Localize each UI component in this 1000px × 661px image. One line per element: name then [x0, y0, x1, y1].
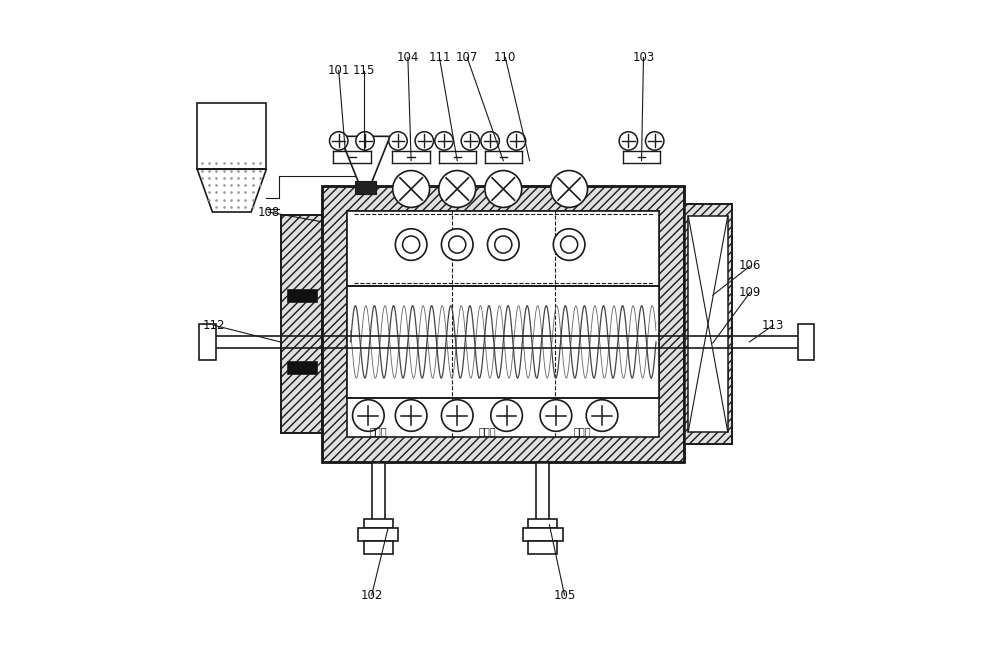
Circle shape	[495, 236, 512, 253]
Circle shape	[553, 229, 585, 260]
Bar	[684, 204, 732, 444]
Text: 115: 115	[353, 64, 375, 77]
Text: 区间一: 区间一	[369, 426, 387, 436]
Circle shape	[393, 171, 430, 208]
Polygon shape	[197, 169, 266, 212]
Bar	[347, 211, 659, 437]
Circle shape	[415, 132, 434, 150]
Text: 108: 108	[257, 206, 279, 219]
Circle shape	[441, 400, 473, 432]
Circle shape	[507, 132, 526, 150]
Bar	[372, 462, 385, 525]
Bar	[798, 324, 814, 360]
Text: 113: 113	[762, 319, 784, 332]
Bar	[197, 103, 266, 169]
Circle shape	[619, 132, 638, 150]
Text: 110: 110	[494, 51, 516, 64]
Circle shape	[435, 132, 453, 150]
Text: 区间二: 区间二	[478, 426, 496, 436]
Circle shape	[389, 132, 407, 150]
Text: 111: 111	[428, 51, 451, 64]
Circle shape	[485, 171, 522, 208]
Circle shape	[356, 132, 374, 150]
Bar	[364, 541, 393, 555]
Circle shape	[441, 229, 473, 260]
Text: 101: 101	[328, 64, 350, 77]
Circle shape	[403, 236, 420, 253]
Bar	[536, 462, 549, 525]
Polygon shape	[340, 136, 390, 182]
Bar	[688, 366, 728, 379]
Circle shape	[540, 400, 572, 432]
Bar	[287, 361, 317, 374]
Bar	[322, 186, 684, 462]
Circle shape	[461, 132, 480, 150]
Text: 107: 107	[456, 51, 478, 64]
Bar	[358, 528, 398, 541]
Bar	[355, 181, 376, 194]
Bar	[523, 528, 563, 541]
Text: 104: 104	[397, 51, 419, 64]
Text: 109: 109	[739, 286, 761, 299]
Bar	[528, 541, 557, 555]
Text: 区间三: 区间三	[573, 426, 591, 436]
Text: 106: 106	[739, 260, 761, 272]
Circle shape	[491, 400, 522, 432]
Circle shape	[353, 400, 384, 432]
Circle shape	[439, 171, 476, 208]
Bar	[281, 215, 322, 432]
Text: 102: 102	[360, 588, 383, 602]
Bar	[688, 287, 728, 300]
Bar	[684, 204, 732, 444]
Bar	[528, 519, 557, 528]
Bar	[322, 186, 684, 462]
Bar	[199, 324, 216, 360]
Text: 105: 105	[553, 588, 576, 602]
Circle shape	[487, 229, 519, 260]
Circle shape	[586, 400, 618, 432]
Bar	[281, 215, 322, 432]
Text: 103: 103	[632, 51, 655, 64]
Circle shape	[561, 236, 578, 253]
Text: 112: 112	[202, 319, 225, 332]
Circle shape	[551, 171, 588, 208]
Bar	[364, 519, 393, 528]
Circle shape	[645, 132, 664, 150]
Bar	[287, 289, 317, 302]
Circle shape	[449, 236, 466, 253]
Circle shape	[395, 400, 427, 432]
Circle shape	[395, 229, 427, 260]
Bar	[688, 216, 728, 432]
Bar	[347, 286, 659, 398]
Bar	[347, 211, 659, 286]
Circle shape	[481, 132, 499, 150]
Circle shape	[330, 132, 348, 150]
